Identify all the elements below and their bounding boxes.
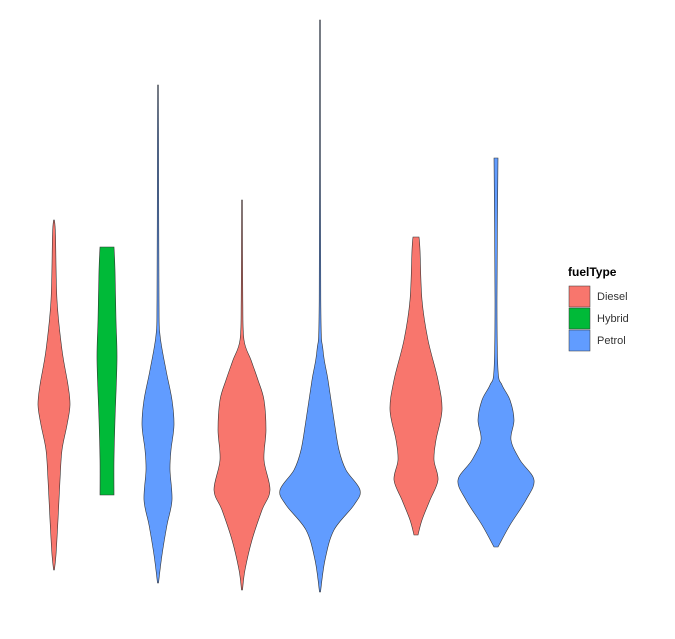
legend-key [568,307,591,330]
legend-key [568,285,591,308]
violin [389,236,443,536]
violin [279,19,361,593]
plot-area [37,19,535,593]
violin [457,157,535,548]
violin [37,219,71,571]
legend-label: Diesel [597,291,628,303]
legend: fuelType Diesel Hybrid Petrol [568,265,629,352]
legend-label: Hybrid [597,313,629,325]
legend-label: Petrol [597,335,626,347]
legend-key [568,329,591,352]
violin [213,199,271,591]
violin [141,84,175,584]
legend-title: fuelType [568,265,617,279]
violin [96,246,118,496]
